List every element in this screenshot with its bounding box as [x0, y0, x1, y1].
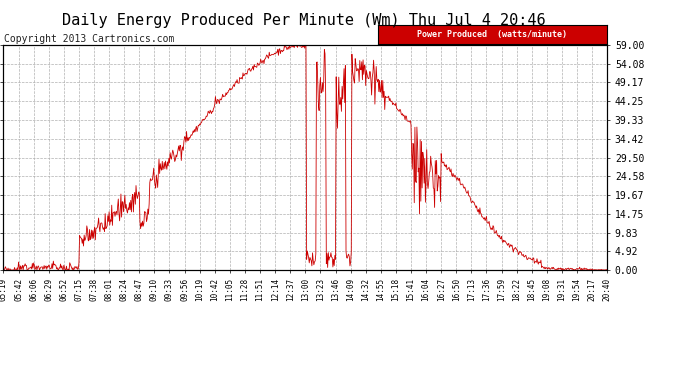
Text: Copyright 2013 Cartronics.com: Copyright 2013 Cartronics.com [4, 34, 175, 44]
Text: Daily Energy Produced Per Minute (Wm) Thu Jul 4 20:46: Daily Energy Produced Per Minute (Wm) Th… [62, 13, 545, 28]
